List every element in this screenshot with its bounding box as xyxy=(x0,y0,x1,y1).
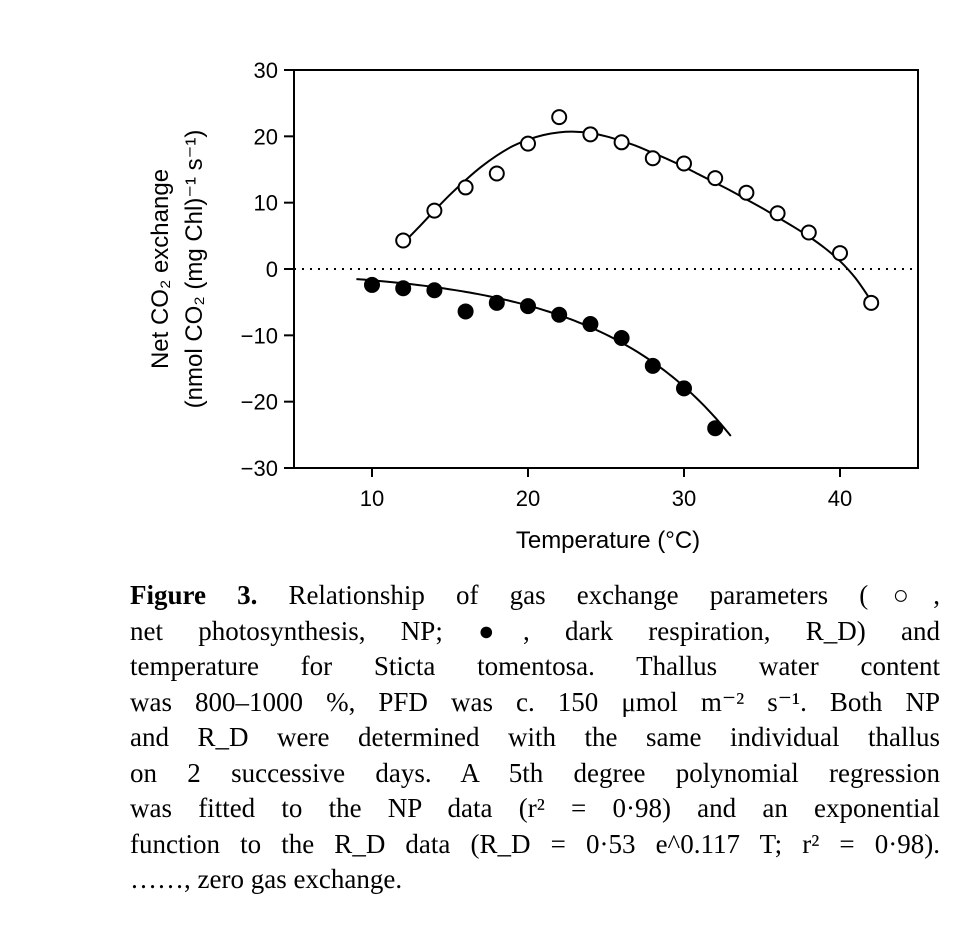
data-points xyxy=(364,109,880,437)
rd-data-point xyxy=(520,298,536,315)
y-tick-label: 0 xyxy=(266,257,278,282)
y-axis-title-line2: (nmol CO₂ (mg Chl)⁻¹ s⁻¹) xyxy=(181,130,208,409)
y-axis-title-line1: Net CO₂ exchange xyxy=(147,169,174,369)
y-axis: 30 20 10 0 −10 −20 −30 xyxy=(241,58,294,481)
np-data-point xyxy=(395,232,412,249)
figure-label: Figure 3. xyxy=(130,580,258,610)
y-tick-label: 30 xyxy=(254,58,278,83)
caption-line-8: function to the R_D data (R_D = 0·53 e^0… xyxy=(130,828,940,859)
rd-data-point xyxy=(364,276,380,293)
np-data-point xyxy=(551,109,568,126)
y-tick-label: 20 xyxy=(254,124,278,149)
np-data-point xyxy=(738,184,755,201)
rd-data-point xyxy=(551,306,568,323)
np-data-point xyxy=(832,245,848,262)
caption-line-7: was fitted to the NP data (r² = 0·98) an… xyxy=(130,793,940,823)
rd-data-point xyxy=(644,357,661,374)
rd-data-point xyxy=(582,316,599,333)
np-data-point xyxy=(769,205,786,222)
x-axis: 10 20 30 40 xyxy=(360,468,852,511)
caption-line-1-text: Relationship of gas exchange parameters … xyxy=(257,580,940,610)
rd-data-point xyxy=(488,294,505,311)
np-data-point xyxy=(613,134,630,151)
y-tick-label: −20 xyxy=(241,390,278,415)
fit-curves xyxy=(356,130,873,437)
np-data-point xyxy=(707,170,724,187)
x-tick-label: 20 xyxy=(516,486,540,511)
rd-data-point xyxy=(457,303,474,320)
caption-line-2: net photosynthesis, NP; ●, dark respirat… xyxy=(130,615,940,646)
caption-line-5: and R_D were determined with the same in… xyxy=(130,722,940,752)
np-data-point xyxy=(520,135,536,152)
caption-line-9: ……, zero gas exchange. xyxy=(130,864,403,894)
y-tick-label: −10 xyxy=(241,323,278,348)
rd-data-point xyxy=(426,282,443,299)
np-data-point xyxy=(426,202,443,219)
x-tick-label: 10 xyxy=(360,486,384,511)
rd-data-point xyxy=(707,420,724,437)
rd-data-point xyxy=(676,380,692,397)
rd-fit-curve xyxy=(356,278,732,437)
np-data-point xyxy=(457,179,474,196)
np-data-point xyxy=(676,155,692,172)
figure-caption: Figure 3. Relationship of gas exchange p… xyxy=(130,578,940,898)
np-data-point xyxy=(488,165,505,182)
np-data-point xyxy=(800,224,817,241)
y-tick-label: −30 xyxy=(241,456,278,481)
x-tick-label: 30 xyxy=(672,486,696,511)
np-data-point xyxy=(863,294,880,311)
caption-line-3: temperature for Sticta tomentosa. Thallu… xyxy=(130,651,940,681)
y-tick-label: 10 xyxy=(254,191,278,216)
caption-line-6: on 2 successive days. A 5th degree polyn… xyxy=(130,757,940,788)
np-fit-curve xyxy=(402,130,873,302)
rd-data-point xyxy=(613,329,630,346)
np-data-point xyxy=(644,150,661,167)
x-axis-title: Temperature (°C) xyxy=(516,527,700,554)
chart: 30 20 10 0 −10 −20 −30 10 20 30 40 Temperature (°… xyxy=(147,58,919,554)
caption-line-4: was 800–1000 %, PFD was c. 150 μmol m⁻² … xyxy=(130,686,940,717)
rd-data-point xyxy=(395,280,412,297)
np-data-point xyxy=(582,126,599,143)
caption-line-1: Figure 3. Relationship of gas exchange p… xyxy=(130,578,940,614)
x-tick-label: 40 xyxy=(828,486,852,511)
